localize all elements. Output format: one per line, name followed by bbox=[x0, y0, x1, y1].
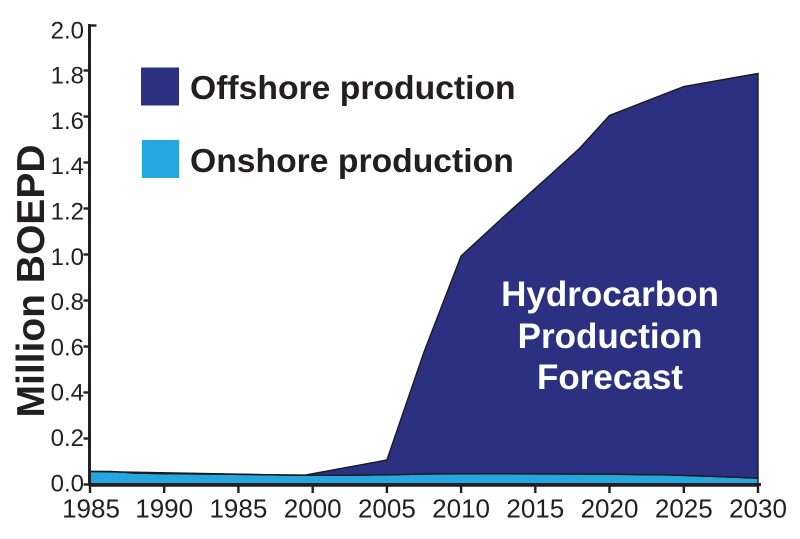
svg-text:1985: 1985 bbox=[209, 494, 267, 524]
svg-text:Million BOEPD: Million BOEPD bbox=[10, 145, 53, 418]
svg-text:1.2: 1.2 bbox=[51, 199, 84, 226]
svg-text:1990: 1990 bbox=[135, 494, 193, 524]
svg-text:2010: 2010 bbox=[432, 494, 490, 524]
svg-text:1.4: 1.4 bbox=[51, 153, 84, 180]
svg-text:Forecast: Forecast bbox=[537, 358, 683, 397]
svg-text:2.0: 2.0 bbox=[51, 17, 84, 44]
svg-text:1985: 1985 bbox=[62, 494, 120, 524]
svg-text:2025: 2025 bbox=[655, 494, 713, 524]
svg-text:2020: 2020 bbox=[581, 494, 639, 524]
svg-text:1.8: 1.8 bbox=[51, 63, 84, 90]
svg-text:Production: Production bbox=[518, 317, 703, 356]
svg-text:0.6: 0.6 bbox=[51, 334, 84, 361]
svg-text:Hydrocarbon: Hydrocarbon bbox=[501, 275, 719, 314]
svg-text:0.8: 0.8 bbox=[51, 289, 84, 316]
svg-text:2000: 2000 bbox=[284, 494, 342, 524]
svg-text:2005: 2005 bbox=[358, 494, 416, 524]
svg-text:2015: 2015 bbox=[506, 494, 564, 524]
svg-text:Onshore production: Onshore production bbox=[190, 142, 514, 180]
svg-text:0.0: 0.0 bbox=[51, 470, 84, 497]
svg-text:0.4: 0.4 bbox=[51, 380, 84, 407]
svg-text:0.2: 0.2 bbox=[51, 425, 84, 452]
svg-text:1.6: 1.6 bbox=[51, 108, 84, 135]
svg-text:Offshore production: Offshore production bbox=[190, 69, 516, 107]
svg-text:1.0: 1.0 bbox=[51, 244, 84, 271]
svg-text:2030: 2030 bbox=[729, 494, 787, 524]
